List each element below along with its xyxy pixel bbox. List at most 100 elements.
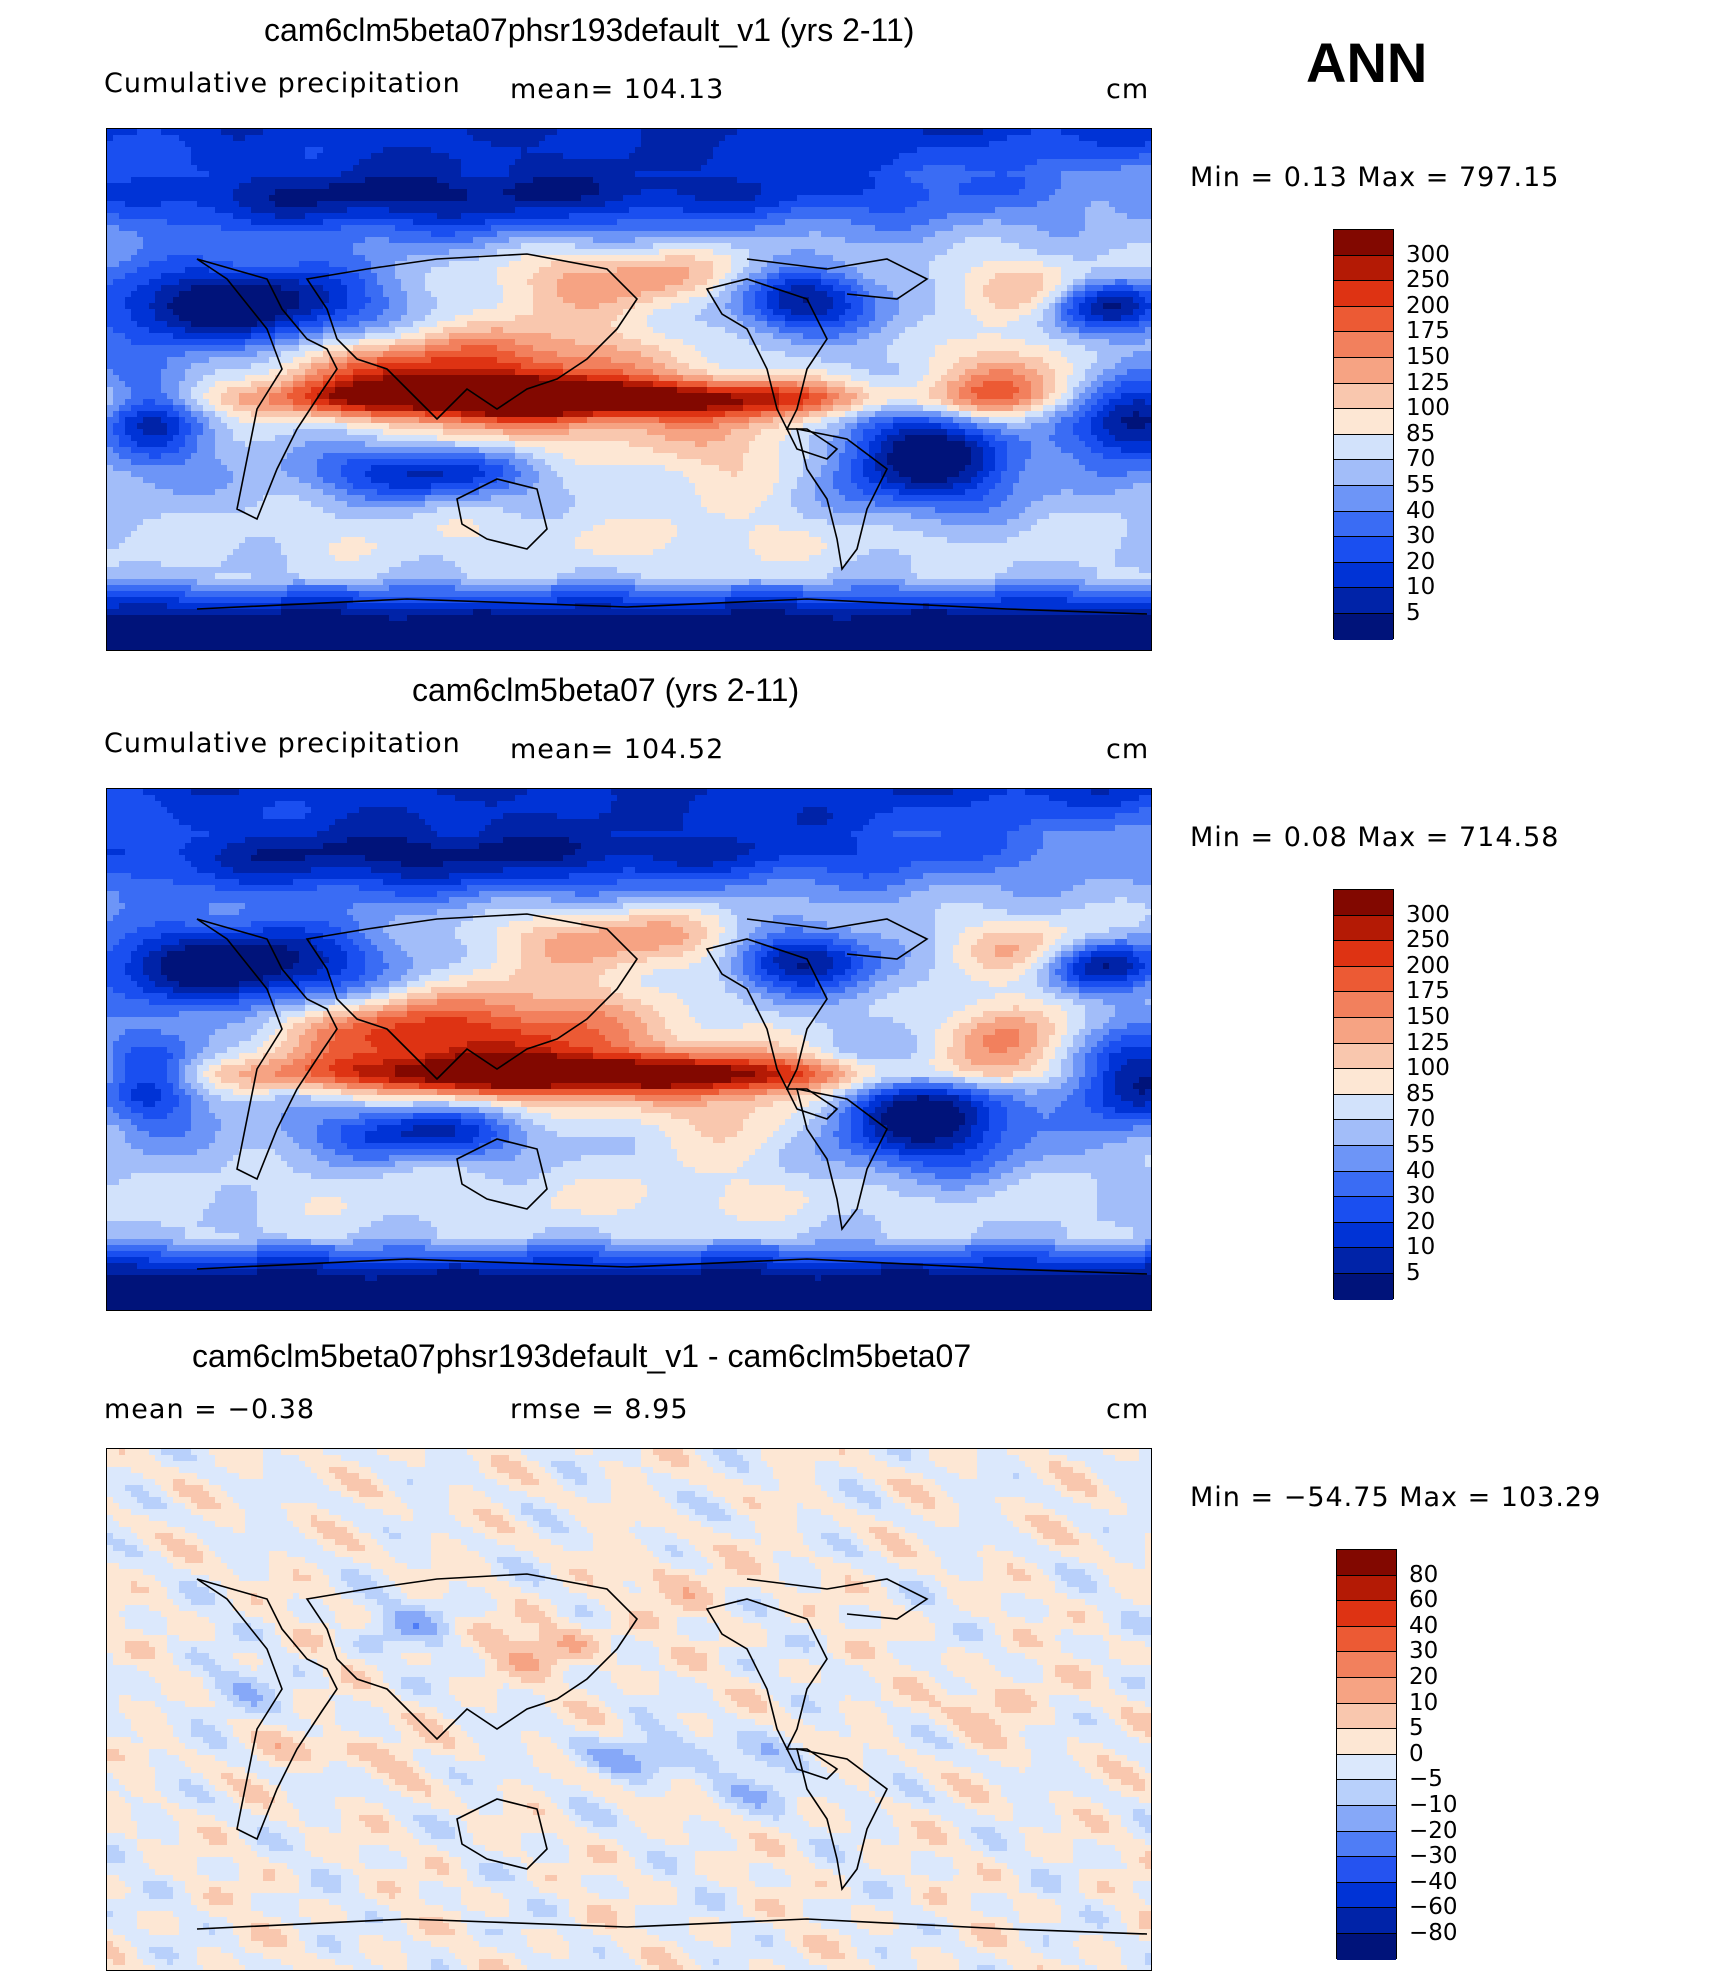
field-cell	[533, 129, 540, 136]
field-cell	[641, 279, 648, 286]
field-cell	[737, 183, 744, 190]
field-cell	[251, 177, 258, 184]
field-cell	[677, 135, 684, 142]
field-cell	[605, 297, 612, 304]
field-cell	[1103, 231, 1110, 238]
field-cell	[119, 291, 126, 298]
field-cell	[287, 171, 294, 178]
field-cell	[1109, 147, 1116, 154]
field-cell	[1037, 159, 1044, 166]
field-cell	[173, 183, 180, 190]
field-cell	[995, 171, 1002, 178]
field-cell	[725, 183, 732, 190]
field-cell	[971, 279, 978, 286]
field-cell	[821, 219, 828, 226]
field-cell	[173, 159, 180, 166]
field-cell	[323, 267, 330, 274]
field-cell	[209, 213, 216, 220]
field-cell	[737, 141, 744, 148]
field-cell	[731, 219, 738, 226]
field-cell	[851, 153, 858, 160]
field-cell	[125, 129, 132, 136]
field-cell	[197, 177, 204, 184]
field-cell	[683, 153, 690, 160]
field-cell	[647, 183, 654, 190]
field-cell	[881, 171, 888, 178]
field-cell	[1001, 135, 1008, 142]
field-cell	[785, 147, 792, 154]
field-cell	[869, 273, 876, 280]
field-cell	[581, 129, 588, 136]
field-cell	[347, 243, 354, 250]
field-cell	[959, 141, 966, 148]
field-cell	[947, 273, 954, 280]
field-cell	[461, 237, 468, 244]
field-cell	[365, 267, 372, 274]
field-cell	[407, 267, 414, 274]
field-cell	[209, 207, 216, 214]
field-cell	[545, 135, 552, 142]
field-cell	[1151, 153, 1152, 160]
field-cell	[137, 291, 144, 298]
field-cell	[377, 165, 384, 172]
field-cell	[659, 225, 666, 232]
field-cell	[737, 189, 744, 196]
field-cell	[803, 291, 810, 298]
field-cell	[377, 195, 384, 202]
field-cell	[623, 255, 630, 262]
field-cell	[767, 267, 774, 274]
field-cell	[359, 147, 366, 154]
field-cell	[407, 231, 414, 238]
field-cell	[401, 243, 408, 250]
field-cell	[329, 285, 336, 292]
field-cell	[113, 231, 120, 238]
field-cell	[215, 129, 222, 136]
field-cell	[863, 261, 870, 268]
field-cell	[725, 279, 732, 286]
field-cell	[857, 147, 864, 154]
field-cell	[749, 165, 756, 172]
field-cell	[1073, 213, 1080, 220]
field-cell	[239, 231, 246, 238]
field-cell	[935, 225, 942, 232]
field-cell	[551, 153, 558, 160]
field-cell	[179, 165, 186, 172]
field-cell	[713, 279, 720, 286]
field-cell	[653, 171, 660, 178]
field-cell	[905, 177, 912, 184]
field-cell	[1001, 261, 1008, 268]
field-cell	[1097, 279, 1104, 286]
field-cell	[485, 183, 492, 190]
field-cell	[653, 267, 660, 274]
field-cell	[989, 207, 996, 214]
field-cell	[851, 201, 858, 208]
field-cell	[863, 231, 870, 238]
field-cell	[227, 273, 234, 280]
field-cell	[1079, 135, 1086, 142]
field-cell	[1019, 291, 1026, 298]
field-cell	[815, 165, 822, 172]
field-cell	[635, 279, 642, 286]
field-cell	[575, 141, 582, 148]
field-cell	[1049, 201, 1056, 208]
field-cell	[479, 267, 486, 274]
field-cell	[929, 177, 936, 184]
field-cell	[959, 171, 966, 178]
field-cell	[761, 267, 768, 274]
field-cell	[407, 141, 414, 148]
field-cell	[665, 171, 672, 178]
field-cell	[761, 201, 768, 208]
field-cell	[449, 183, 456, 190]
field-cell	[287, 129, 294, 136]
field-cell	[1019, 165, 1026, 172]
field-cell	[431, 165, 438, 172]
field-cell	[1013, 147, 1020, 154]
field-cell	[899, 153, 906, 160]
field-cell	[1097, 291, 1104, 298]
field-cell	[533, 165, 540, 172]
field-cell	[137, 141, 144, 148]
field-cell	[575, 159, 582, 166]
field-cell	[233, 297, 240, 304]
field-cell	[923, 147, 930, 154]
field-cell	[359, 297, 366, 304]
